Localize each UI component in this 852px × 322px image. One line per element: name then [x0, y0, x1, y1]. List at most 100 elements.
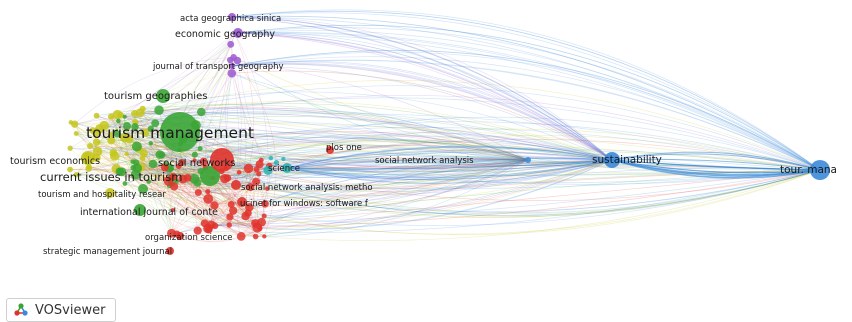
minor-node [108, 131, 114, 138]
link [237, 30, 821, 171]
node-label-ijc[interactable]: international journal of conte [80, 207, 218, 218]
node-label-sci[interactable]: science [268, 164, 300, 174]
link [205, 166, 821, 215]
link [249, 169, 821, 208]
link [231, 65, 613, 161]
minor-node [207, 220, 216, 229]
link [231, 159, 529, 205]
link [179, 149, 613, 180]
link [237, 32, 613, 161]
link [96, 115, 212, 225]
link [231, 61, 613, 161]
link [231, 59, 821, 171]
node-label-te[interactable]: tourism economics [10, 156, 100, 167]
node-sus[interactable] [604, 152, 620, 168]
minor-node [261, 213, 267, 219]
link [195, 124, 529, 161]
minor-node [167, 228, 176, 238]
link [237, 32, 613, 161]
link [269, 148, 821, 171]
minor-node [154, 105, 164, 115]
minor-node [147, 125, 155, 132]
node-label-sn[interactable]: social networks [158, 158, 236, 169]
minor-node [199, 157, 208, 166]
link [86, 155, 206, 176]
minor-node [117, 167, 127, 177]
node-label-plos[interactable]: plos one [326, 143, 362, 153]
minor-node [263, 165, 273, 175]
node-sna_m[interactable] [231, 180, 241, 190]
link [207, 191, 246, 217]
node-label-tg[interactable]: tourism geographies [104, 91, 207, 102]
minor-node [243, 163, 254, 174]
link [611, 159, 821, 171]
minor-node [138, 183, 149, 194]
link [121, 171, 205, 224]
node-te[interactable] [81, 151, 95, 165]
node-label-jtg[interactable]: journal of transport geography [152, 62, 284, 72]
link [269, 135, 821, 171]
node-label-cit[interactable]: current issues in tourism [40, 170, 182, 184]
link [231, 16, 613, 161]
link [89, 145, 260, 229]
minor-node [139, 155, 146, 162]
node-smj[interactable] [166, 247, 174, 255]
link [214, 145, 613, 206]
node-sna[interactable] [525, 157, 531, 163]
node-label-ucinet[interactable]: ucinet for windows: software f [240, 199, 369, 209]
link [126, 33, 236, 155]
node-label-ags[interactable]: acta geographica sinica [180, 14, 281, 24]
link [259, 159, 529, 171]
node-label-thr[interactable]: tourism and hospitality resear [38, 190, 166, 200]
minor-node [197, 107, 206, 117]
minor-node [193, 178, 202, 187]
label-layer: tourism management current issues in tour… [10, 14, 837, 257]
node-ags[interactable] [228, 13, 236, 21]
minor-node [123, 122, 132, 131]
link [165, 164, 265, 217]
node-plos[interactable] [326, 146, 334, 154]
link [225, 167, 265, 217]
link [113, 127, 821, 171]
node-label-smj[interactable]: strategic management journal [43, 247, 172, 257]
node-label-tmana[interactable]: tour. mana [780, 164, 837, 176]
link [127, 124, 284, 160]
node-os[interactable] [176, 232, 184, 240]
node-jtg[interactable] [229, 63, 235, 69]
node-label-sna[interactable]: social network analysis [375, 156, 474, 166]
node-sn[interactable] [210, 148, 234, 172]
minor-node [210, 201, 219, 210]
node-tg[interactable] [156, 89, 170, 103]
node-sci[interactable] [282, 163, 292, 173]
link [124, 137, 174, 211]
node-ijc[interactable] [134, 204, 146, 216]
link [171, 177, 188, 234]
node-tmana[interactable] [810, 160, 830, 180]
link [257, 159, 529, 228]
node-eg[interactable] [233, 28, 243, 38]
node-label-eg[interactable]: economic geography [175, 29, 275, 40]
link [237, 32, 613, 161]
node-label-os[interactable]: organization science [145, 233, 233, 243]
node-label-sna_m[interactable]: social network analysis: metho [241, 183, 373, 193]
minor-node [227, 40, 235, 48]
link [70, 122, 249, 214]
link [90, 145, 529, 161]
link [88, 161, 134, 170]
link [76, 167, 206, 179]
link [171, 154, 196, 234]
link [231, 60, 821, 171]
node-ucinet[interactable] [237, 197, 247, 207]
node-label-tm[interactable]: tourism management [86, 124, 254, 142]
link [237, 31, 821, 171]
node-label-sus[interactable]: sustainability [592, 154, 662, 166]
node-tm[interactable] [160, 112, 200, 152]
minor-node [261, 200, 269, 208]
minor-node [236, 232, 246, 241]
node-cit[interactable] [200, 166, 220, 186]
link [197, 222, 256, 231]
link [110, 134, 249, 170]
node-thr[interactable] [105, 188, 115, 198]
